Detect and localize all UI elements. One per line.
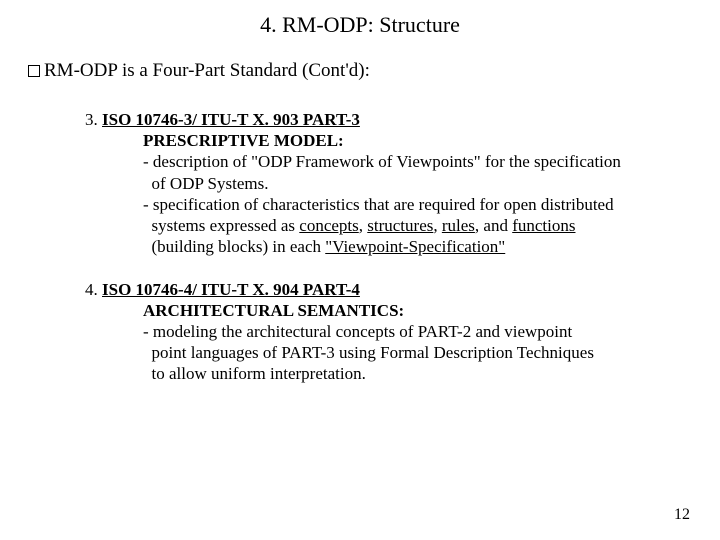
item-3-l2b-u2: structures	[367, 216, 433, 235]
bullet-box-icon	[28, 65, 40, 77]
subtitle-row: RM-ODP is a Four-Part Standard (Cont'd):	[30, 60, 690, 82]
item-3-l2b-u4: functions	[512, 216, 575, 235]
item-3-line2a: - specification of characteristics that …	[143, 194, 690, 215]
item-3-subheader: PRESCRIPTIVE MODEL:	[143, 130, 690, 151]
item-4-subheader: ARCHITECTURAL SEMANTICS:	[143, 300, 690, 321]
item-3-l2b-s3: , and	[475, 216, 512, 235]
item-4-body: ARCHITECTURAL SEMANTICS: - modeling the …	[143, 300, 690, 385]
item-3: 3. ISO 10746-3/ ITU-T X. 903 PART-3 PRES…	[85, 110, 690, 258]
slide-title: 4. RM-ODP: Structure	[30, 12, 690, 38]
subtitle-text: RM-ODP is a Four-Part Standard (Cont'd):	[44, 60, 370, 82]
page-number: 12	[674, 506, 690, 524]
item-4-number: 4.	[85, 280, 102, 299]
item-3-line1b: of ODP Systems.	[143, 173, 690, 194]
item-4: 4. ISO 10746-4/ ITU-T X. 904 PART-4 ARCH…	[85, 280, 690, 385]
item-3-body: PRESCRIPTIVE MODEL: - description of "OD…	[143, 130, 690, 258]
item-3-l2b-u1: concepts	[299, 216, 358, 235]
item-3-l2c-u: "Viewpoint-Specification"	[325, 237, 505, 256]
item-4-line2: point languages of PART-3 using Formal D…	[143, 342, 690, 363]
item-3-l2b-pre: systems expressed as	[143, 216, 299, 235]
item-3-number: 3.	[85, 110, 102, 129]
item-3-line2b: systems expressed as concepts, structure…	[143, 215, 690, 236]
item-3-l2b-u3: rules	[442, 216, 475, 235]
item-3-title: ISO 10746-3/ ITU-T X. 903 PART-3	[102, 110, 360, 129]
item-4-title: ISO 10746-4/ ITU-T X. 904 PART-4	[102, 280, 360, 299]
item-3-line2c: (building blocks) in each "Viewpoint-Spe…	[143, 236, 690, 257]
item-3-l2c-pre: (building blocks) in each	[143, 237, 325, 256]
item-3-l2b-s2: ,	[433, 216, 442, 235]
item-4-line3: to allow uniform interpretation.	[143, 363, 690, 384]
item-4-line1: - modeling the architectural concepts of…	[143, 321, 690, 342]
item-3-l2b-s1: ,	[359, 216, 368, 235]
item-4-header: 4. ISO 10746-4/ ITU-T X. 904 PART-4	[85, 280, 690, 300]
item-3-line1a: - description of "ODP Framework of Viewp…	[143, 151, 690, 172]
item-3-header: 3. ISO 10746-3/ ITU-T X. 903 PART-3	[85, 110, 690, 130]
